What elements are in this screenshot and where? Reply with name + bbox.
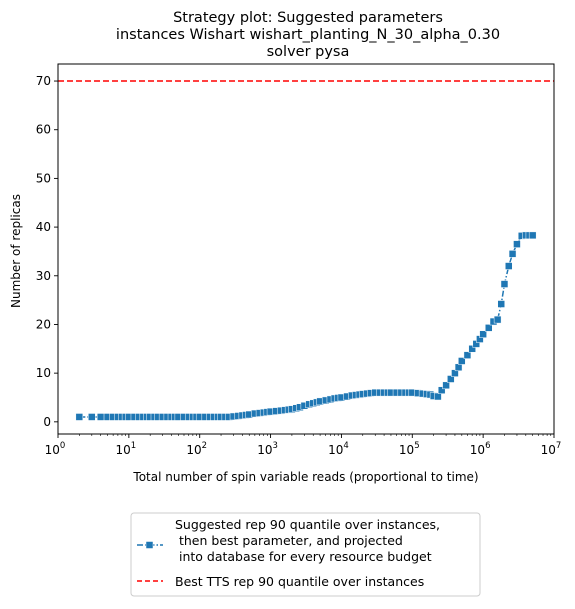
- data-point-marker: [485, 324, 493, 332]
- data-point-marker: [434, 392, 442, 401]
- y-axis-label: Number of replicas: [9, 194, 23, 308]
- x-axis-label: Total number of spin variable reads (pro…: [132, 470, 478, 484]
- data-point-marker: [447, 375, 455, 383]
- data-point-marker: [528, 231, 537, 240]
- chart-title-line-1: Strategy plot: Suggested parameters: [173, 10, 443, 26]
- y-tick-label: 60: [36, 123, 51, 137]
- x-tick-label: 107: [541, 441, 562, 457]
- data-point-marker: [88, 413, 96, 421]
- y-tick-label: 70: [36, 74, 51, 88]
- x-axis-ticks: 100 101 102 103 104 105 106 107: [45, 434, 562, 457]
- suggested-series-line: [79, 234, 533, 418]
- x-tick-label: 105: [399, 441, 420, 457]
- chart-title-line-2: instances Wishart wishart_planting_N_30_…: [116, 27, 500, 43]
- data-point-marker: [497, 300, 505, 308]
- x-tick-label: 106: [470, 441, 491, 457]
- data-point-marker: [500, 280, 509, 288]
- plot-frame: [57, 63, 555, 435]
- x-tick-label: 103: [257, 441, 278, 457]
- data-point-marker: [493, 315, 502, 324]
- data-point-marker: [454, 363, 463, 372]
- data-point-marker: [75, 413, 84, 421]
- data-point-marker: [96, 413, 105, 421]
- x-tick-label: 100: [45, 441, 66, 457]
- legend-entry-suggested: Suggested rep 90 quantile over instances…: [175, 517, 440, 564]
- data-point-marker: [442, 381, 450, 390]
- legend-entry-best-tts: Best TTS rep 90 quantile over instances: [175, 574, 424, 589]
- data-point-marker: [479, 330, 487, 338]
- x-tick-label: 104: [328, 441, 349, 457]
- data-point-marker: [505, 262, 513, 270]
- legend: Suggested rep 90 quantile over instances…: [130, 512, 481, 597]
- chart-title-line-3: solver pysa: [267, 44, 350, 60]
- legend-marker-square-suggested: [145, 541, 154, 549]
- y-tick-label: 10: [36, 366, 51, 380]
- plot-area: [58, 80, 554, 421]
- y-tick-label: 30: [36, 269, 51, 283]
- x-tick-label: 101: [116, 441, 137, 457]
- data-point-marker: [508, 250, 517, 258]
- chart-title: Strategy plot: Suggested parameters inst…: [116, 10, 500, 60]
- y-axis-ticks: 0 10 20 30 40 50 60 70: [36, 74, 58, 429]
- x-tick-label: 102: [186, 441, 207, 457]
- data-point-marker: [513, 240, 521, 248]
- y-tick-label: 40: [36, 220, 51, 234]
- y-tick-label: 50: [36, 171, 51, 185]
- y-tick-label: 0: [43, 415, 51, 429]
- data-point-marker: [437, 386, 446, 394]
- data-point-marker: [463, 351, 472, 359]
- legend-frame: [130, 512, 481, 597]
- y-tick-label: 20: [36, 317, 51, 331]
- data-point-marker: [468, 345, 476, 353]
- data-point-marker: [458, 357, 466, 365]
